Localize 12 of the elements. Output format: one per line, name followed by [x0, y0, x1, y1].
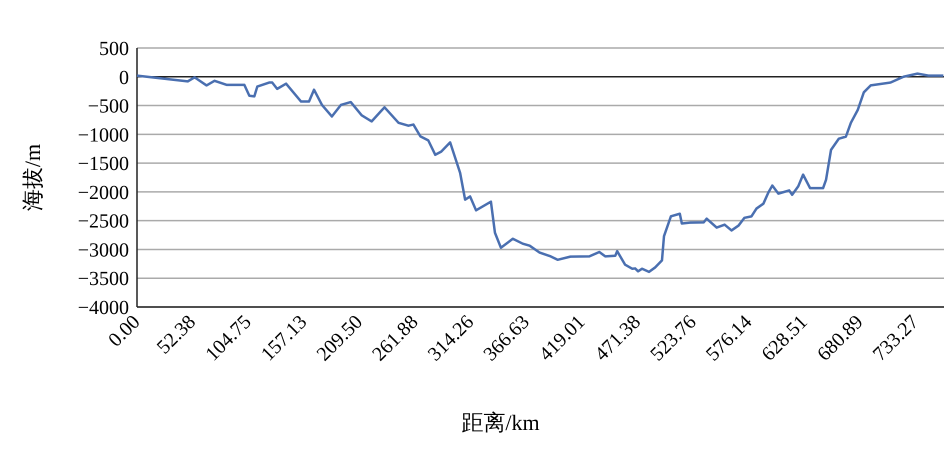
x-axis-title: 距离/km	[461, 410, 540, 435]
y-tick-label: 0	[119, 66, 129, 89]
y-tick-label: 500	[99, 38, 129, 60]
y-tick-label: −1500	[78, 153, 129, 176]
line-series	[136, 72, 945, 274]
y-tick-label: −2500	[78, 210, 129, 233]
y-tick-label: −1000	[78, 124, 129, 146]
y-tick-label: −3500	[78, 268, 129, 290]
y-tick-label: −3000	[78, 239, 129, 262]
y-tick-label: −2000	[78, 182, 129, 204]
y-axis-title: 海拔/m	[20, 144, 45, 212]
y-tick-label: −500	[88, 96, 129, 118]
